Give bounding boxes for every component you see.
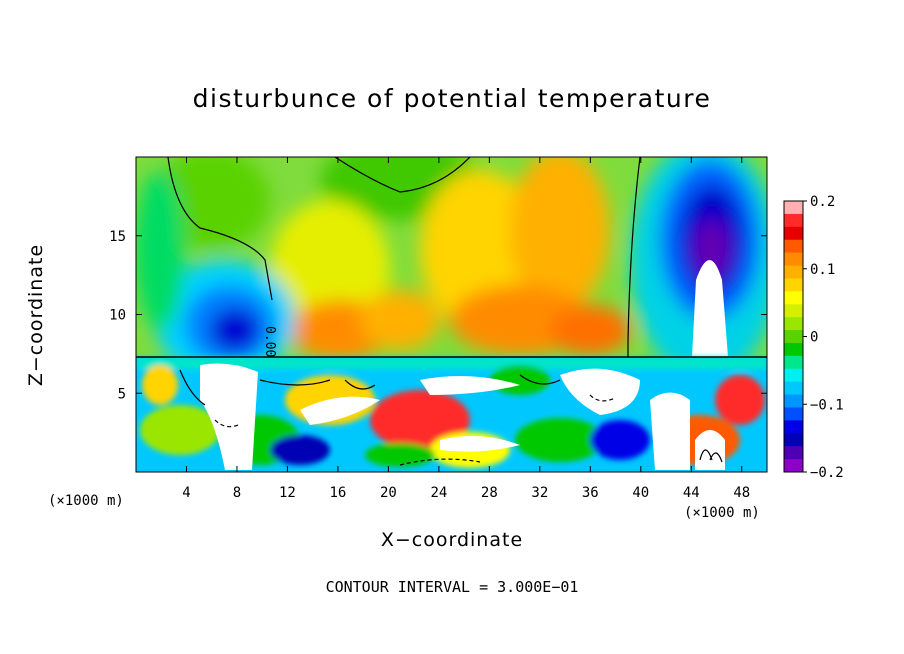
x-axis: 4 8 12 16 20 24 28 32 36 40 44 48 <box>182 157 750 501</box>
colorbar-swatch <box>784 446 803 460</box>
heatmap-field <box>136 157 767 472</box>
chart-title: disturbunce of potential temperature <box>192 84 712 113</box>
colorbar-swatch <box>784 368 803 383</box>
y-axis-title: Z−coordinate <box>25 244 47 386</box>
colorbar-swatch <box>784 420 803 434</box>
colorbar-tick-label: 0.2 <box>810 194 835 210</box>
contour-lines <box>167 157 723 466</box>
colorbar-swatch <box>784 201 803 215</box>
x-tick-label: 28 <box>481 485 498 501</box>
y-axis: 5 10 15 <box>109 229 767 402</box>
colorbar-swatch <box>784 342 803 357</box>
y-tick-label: 15 <box>109 229 126 245</box>
z-unit-label: (×1000 m) <box>48 493 124 509</box>
x-tick-label: 8 <box>233 485 241 501</box>
x-tick-label: 36 <box>582 485 599 501</box>
x-unit-label: (×1000 m) <box>684 505 760 521</box>
x-tick-label: 24 <box>430 485 447 501</box>
colorbar-tick-label: −0.2 <box>810 465 844 481</box>
x-tick-label: 48 <box>733 485 750 501</box>
boundary-anomalies <box>136 357 767 468</box>
x-tick-label: 40 <box>632 485 649 501</box>
colorbar-swatch <box>784 407 803 421</box>
x-tick-label: 44 <box>683 485 700 501</box>
colorbar-swatch <box>784 355 803 370</box>
colorbar-swatch <box>784 381 803 396</box>
colorbar-swatch <box>784 239 803 254</box>
plume <box>692 260 728 357</box>
y-tick-label: 5 <box>118 386 126 402</box>
colorbar-swatch <box>784 265 803 279</box>
x-axis-title: X−coordinate <box>381 529 523 551</box>
colorbar-swatch <box>784 304 803 318</box>
colorbar-swatch <box>784 394 803 408</box>
x-tick-label: 12 <box>279 485 296 501</box>
colorbar-swatch <box>784 252 803 267</box>
colorbar: 0.2 0.1 0 −0.1 −0.2 <box>783 194 844 481</box>
x-tick-label: 32 <box>531 485 548 501</box>
colorbar-tick-label: 0 <box>810 330 818 346</box>
x-tick-label: 4 <box>182 485 190 501</box>
colorbar-swatch <box>784 213 803 228</box>
y-tick-label: 10 <box>109 308 126 324</box>
x-tick-label: 20 <box>380 485 397 501</box>
colorbar-swatch <box>784 317 803 331</box>
boundary-white-regions <box>200 363 725 470</box>
colorbar-swatch <box>784 433 803 447</box>
colorbar-swatch <box>784 278 803 292</box>
contour-label: 0.00 <box>262 326 277 357</box>
colorbar-swatch <box>784 291 803 305</box>
colorbar-tick-label: −0.1 <box>810 397 844 413</box>
x-tick-label: 16 <box>329 485 346 501</box>
colorbar-swatch <box>784 459 803 473</box>
colorbar-swatch <box>784 330 803 344</box>
colorbar-swatch <box>784 226 803 241</box>
contour-interval-note: CONTOUR INTERVAL = 3.000E−01 <box>325 578 579 596</box>
upper-anomalies <box>136 157 767 380</box>
colorbar-tick-label: 0.1 <box>810 262 835 278</box>
